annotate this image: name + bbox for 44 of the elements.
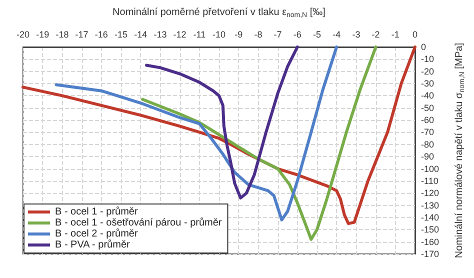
x-tick-label: -11 bbox=[193, 30, 206, 40]
y-tick-label: -170 bbox=[421, 249, 440, 259]
x-tick-label: -13 bbox=[154, 30, 167, 40]
x-tick-label: 0 bbox=[412, 30, 418, 40]
x-tick-label: -10 bbox=[212, 30, 226, 40]
legend-label: B - PVA - průměr bbox=[55, 238, 131, 250]
y-tick-label: -150 bbox=[421, 224, 440, 235]
x-tick-label: -17 bbox=[75, 30, 88, 40]
x-tick-label: -18 bbox=[56, 30, 69, 40]
y-tick-label: -60 bbox=[421, 115, 434, 126]
legend-label: B - ocel 2 - průměr bbox=[55, 228, 138, 240]
x-tick-label: -15 bbox=[114, 30, 128, 40]
y-tick-label: -80 bbox=[421, 139, 434, 150]
y-tick-label: -30 bbox=[421, 78, 434, 89]
y-tick-label: -120 bbox=[421, 188, 440, 198]
x-tick-label: -16 bbox=[94, 30, 108, 40]
x-tick-label: -19 bbox=[36, 30, 50, 40]
x-tick-label: -4 bbox=[332, 30, 341, 40]
x-tick-label: -9 bbox=[234, 30, 243, 40]
x-tick-label: -14 bbox=[134, 30, 148, 40]
y-tick-label: -50 bbox=[421, 102, 434, 113]
x-tick-label: -8 bbox=[254, 30, 262, 40]
y-tick-label: -20 bbox=[421, 66, 434, 76]
x-tick-label: -1 bbox=[391, 30, 400, 40]
x-tick-label: -7 bbox=[274, 30, 282, 40]
legend-label: B - ocel 1 - průměr bbox=[55, 206, 138, 218]
y-tick-label: -160 bbox=[421, 236, 440, 247]
legend-label: B - ocel 1 - ošetřování párou - průměr bbox=[55, 216, 222, 228]
y-tick-label: -90 bbox=[421, 152, 434, 162]
y-tick-label: -130 bbox=[421, 200, 440, 210]
y-tick-label: -10 bbox=[421, 54, 434, 64]
x-tick-label: -12 bbox=[173, 30, 186, 40]
line-series bbox=[144, 46, 299, 200]
x-tick-label: -6 bbox=[293, 30, 302, 40]
x-tick-label: -2 bbox=[372, 30, 380, 40]
x-tick-label: -5 bbox=[312, 30, 322, 40]
y-tick-label: -100 bbox=[421, 164, 440, 174]
x-tick-label: -20 bbox=[16, 30, 30, 40]
y-tick-label: 0 bbox=[421, 42, 426, 52]
x-tick-label: -3 bbox=[352, 30, 360, 40]
y-tick-label: -110 bbox=[421, 176, 438, 186]
y-tick-label: -40 bbox=[421, 90, 434, 101]
y-tick-label: -140 bbox=[421, 212, 440, 222]
y-tick-label: -70 bbox=[421, 127, 434, 138]
